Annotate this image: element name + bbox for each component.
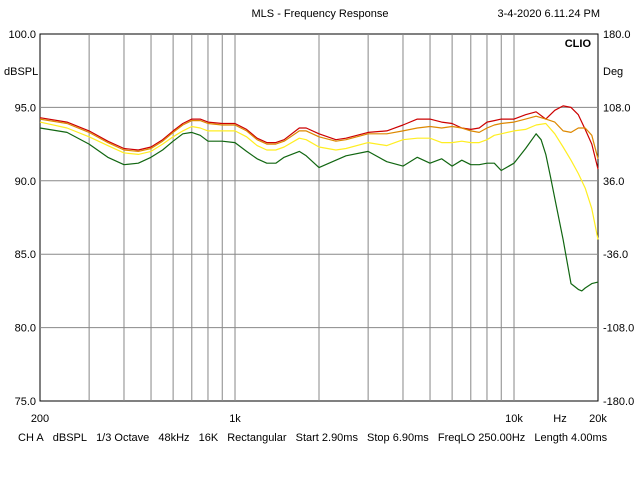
freq-lo-label: FreqLO 250.00Hz <box>437 432 526 444</box>
y2-tick-label: -108.0 <box>603 323 634 335</box>
y-tick-label: 85.0 <box>15 249 36 261</box>
size-label: 16K <box>198 432 219 444</box>
y2-axis-ticks: 180.0 108.0 36.0 -36.0 -108.0 -180.0 <box>603 29 634 408</box>
y-tick-label: 80.0 <box>15 323 36 335</box>
x-tick-label: 1k <box>229 413 241 425</box>
series-lines <box>39 105 599 292</box>
y-tick-label: 90.0 <box>15 176 36 188</box>
stop-label: Stop 6.90ms <box>367 432 429 444</box>
grid <box>40 34 598 401</box>
timestamp: 3-4-2020 6.11.24 PM <box>497 8 600 20</box>
y-tick-label: 75.0 <box>15 396 36 408</box>
series-line <box>39 115 599 159</box>
clio-brand: CLIO <box>565 38 592 50</box>
y2-axis-unit-label: Deg <box>603 66 623 78</box>
channel-label: CH A <box>18 432 44 444</box>
chart-title: MLS - Frequency Response <box>252 8 389 20</box>
y2-tick-label: 108.0 <box>603 102 631 114</box>
unit-label: dBSPL <box>52 432 87 444</box>
series-line <box>39 121 599 240</box>
y-axis-ticks: 100.0 95.0 90.0 85.0 80.0 75.0 <box>8 29 36 408</box>
y2-tick-label: -36.0 <box>603 249 628 261</box>
smoothing-label: 1/3 Octave <box>96 432 150 444</box>
x-axis-ticks: 200 1k 10k 20k <box>31 413 608 425</box>
x-tick-label: 10k <box>505 413 523 425</box>
series-line <box>39 127 599 292</box>
y2-tick-label: -180.0 <box>603 396 634 408</box>
y2-tick-label: 36.0 <box>603 176 624 188</box>
measurement-settings: CH A dBSPL 1/3 Octave 48kHz 16K Rectangu… <box>18 432 638 444</box>
x-tick-label: 200 <box>31 413 49 425</box>
y-axis-unit-label: dBSPL <box>4 66 38 78</box>
y-tick-label: 100.0 <box>8 29 36 41</box>
window-label: Rectangular <box>227 432 287 444</box>
x-axis-unit-label: Hz <box>553 413 566 425</box>
start-label: Start 2.90ms <box>295 432 358 444</box>
x-tick-label: 20k <box>589 413 607 425</box>
y2-tick-label: 180.0 <box>603 29 631 41</box>
sample-rate-label: 48kHz <box>158 432 190 444</box>
length-label: Length 4.00ms <box>534 432 608 444</box>
series-line <box>39 105 599 170</box>
y-tick-label: 95.0 <box>15 102 36 114</box>
